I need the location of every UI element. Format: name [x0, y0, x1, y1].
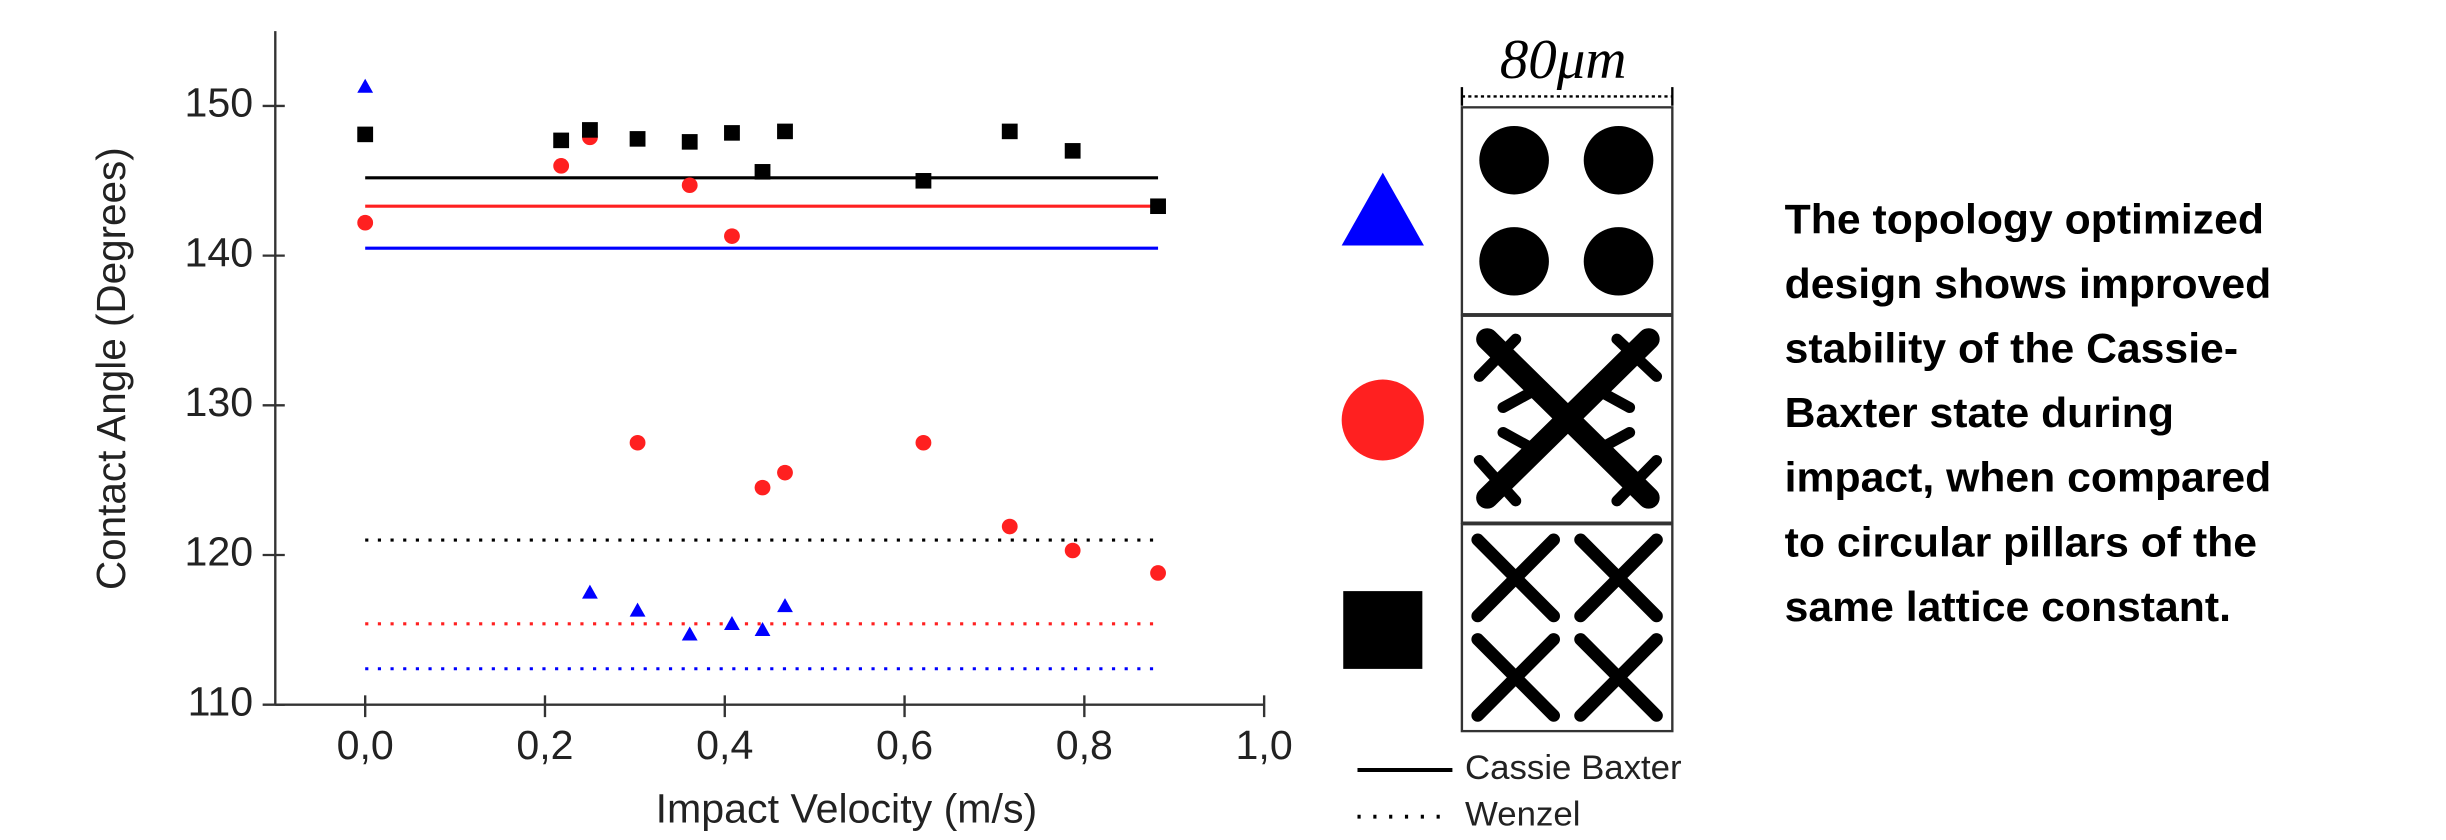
point [357, 215, 373, 231]
x-axis-title: Impact Velocity (m/s) [656, 786, 1038, 832]
y-tick-label: 130 [185, 379, 254, 425]
point [724, 616, 740, 630]
caption-line: design shows improved [1785, 260, 2272, 307]
point [630, 603, 646, 617]
caption-line: to circular pillars of the [1785, 519, 2257, 566]
figure: Impact Velocity (m/s) Contact Angle (Deg… [0, 0, 2446, 840]
point [1150, 565, 1166, 581]
point [582, 585, 598, 599]
y-tick-label: 120 [185, 529, 254, 575]
y-tick-label: 150 [185, 80, 254, 126]
x-tick-label: 0,6 [876, 722, 933, 768]
legend-label: Wenzel [1465, 796, 1580, 834]
point [630, 131, 646, 147]
pattern-symbol [1342, 173, 1424, 246]
caption-line: same lattice constant. [1785, 583, 2231, 630]
point [724, 125, 740, 141]
point [553, 133, 569, 149]
x-tick-label: 0,2 [516, 722, 573, 768]
y-tick-label: 140 [185, 230, 254, 276]
pattern-symbol [1343, 591, 1422, 669]
caption-line: impact, when compared [1785, 454, 2272, 501]
point [630, 435, 646, 451]
point [755, 622, 771, 636]
point [357, 127, 373, 143]
point [357, 79, 373, 93]
page: Impact Velocity (m/s) Contact Angle (Deg… [0, 0, 2446, 840]
point [1002, 519, 1018, 535]
y-axis-title: Contact Angle (Degrees) [87, 147, 133, 590]
y-tick-label: 110 [188, 679, 254, 725]
pattern-small-optimized [1462, 524, 1672, 731]
x-tick-label: 1,0 [1236, 722, 1293, 768]
point [916, 435, 932, 451]
point [777, 124, 793, 140]
legend-label: Cassie Baxter [1465, 749, 1682, 787]
point [1002, 124, 1018, 140]
point [1065, 143, 1081, 159]
caption-line: The topology optimized [1785, 196, 2264, 243]
point [755, 164, 771, 180]
point [682, 178, 698, 194]
x-tick-label: 0,0 [337, 722, 394, 768]
point [582, 122, 598, 138]
point [916, 173, 932, 189]
point [553, 158, 569, 174]
pattern-circles [1462, 107, 1672, 314]
point [755, 480, 771, 496]
point [1065, 543, 1081, 559]
scale-label: 80μm [1500, 30, 1627, 91]
point [1150, 198, 1166, 214]
point [777, 598, 793, 612]
caption-line: stability of the Cassie- [1785, 325, 2238, 372]
x-tick-label: 0,8 [1056, 722, 1113, 768]
caption-line: Baxter state during [1785, 390, 2174, 437]
point [682, 627, 698, 641]
pattern-symbol [1342, 380, 1424, 461]
x-tick-label: 0,4 [696, 722, 753, 768]
point [724, 228, 740, 244]
point [777, 465, 793, 481]
point [682, 134, 698, 150]
pattern-optimized [1462, 316, 1672, 523]
